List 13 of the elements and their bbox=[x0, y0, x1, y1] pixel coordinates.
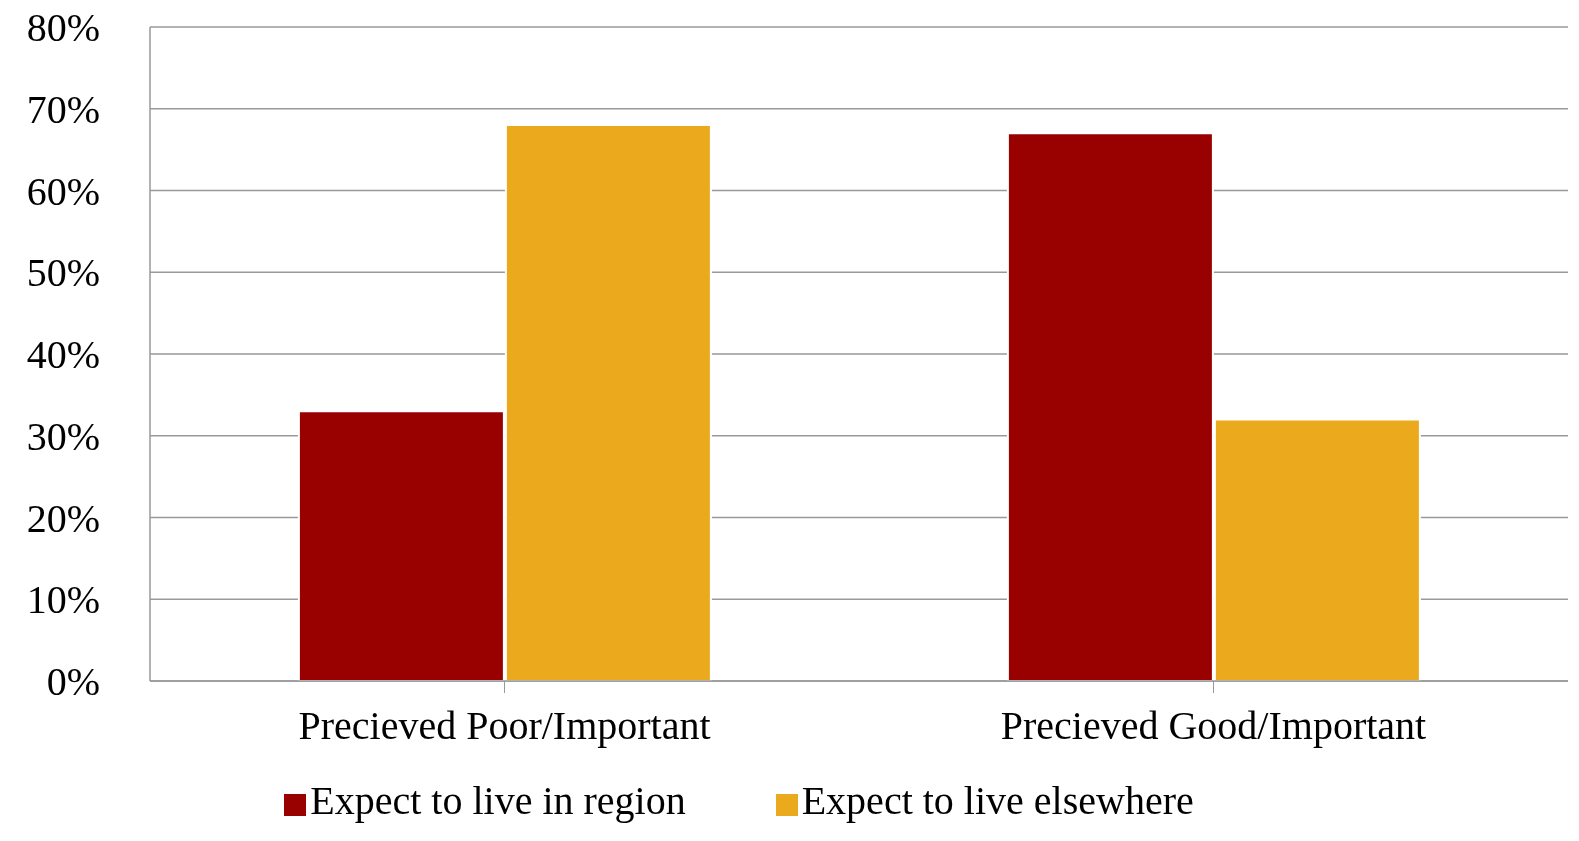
y-tick-label: 40% bbox=[26, 332, 100, 378]
y-tick-label: 70% bbox=[26, 86, 100, 132]
y-tick-label: 50% bbox=[26, 250, 100, 296]
y-tick-label: 80% bbox=[26, 5, 100, 51]
y-tick-label: 10% bbox=[26, 577, 100, 623]
y-tick-label: 60% bbox=[26, 168, 100, 214]
legend-label: Expect to live elsewhere bbox=[801, 778, 1194, 823]
y-tick-label: 0% bbox=[46, 659, 100, 705]
y-tick-label: 30% bbox=[26, 413, 100, 459]
y-tick-label: 20% bbox=[26, 495, 100, 541]
x-tick-label: Precieved Good/Important bbox=[1000, 703, 1427, 749]
x-tick-label: Precieved Poor/Important bbox=[298, 703, 711, 749]
legend-label: Expect to live in region bbox=[310, 778, 686, 823]
